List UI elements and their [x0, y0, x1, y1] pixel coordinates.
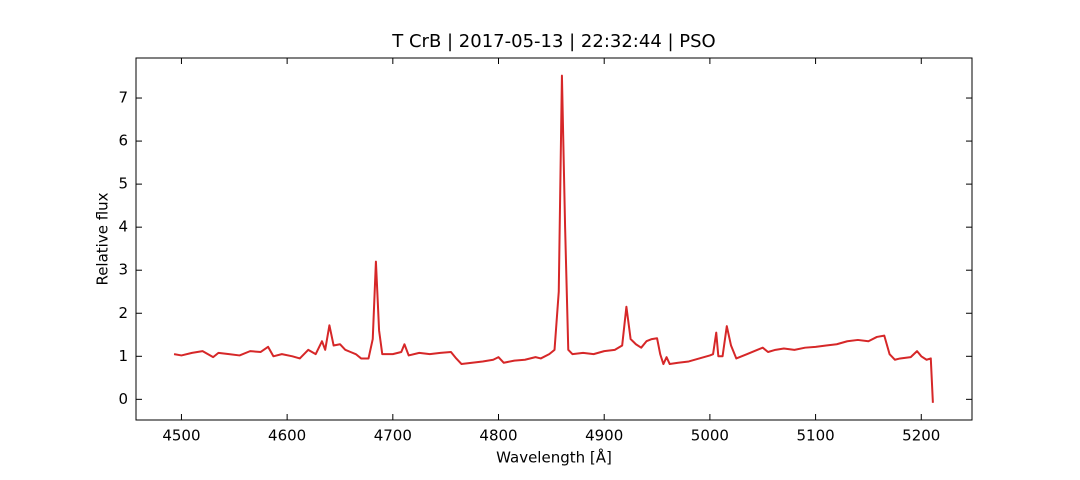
- y-tick-label: 4: [118, 218, 128, 236]
- y-tick-label: 1: [118, 347, 128, 365]
- y-tick-label: 5: [118, 175, 128, 193]
- y-axis-label: Relative flux: [94, 192, 112, 285]
- y-tick-label: 2: [118, 304, 128, 322]
- y-tick-label: 7: [118, 89, 128, 107]
- plot-frame: [135, 57, 973, 421]
- y-tick-label: 6: [118, 132, 128, 150]
- x-tick-label: 4700: [374, 427, 412, 445]
- y-tick-label: 3: [118, 261, 128, 279]
- x-tick-label: 4500: [162, 427, 200, 445]
- x-tick-label: 4900: [585, 427, 623, 445]
- chart-title: T CrB | 2017-05-13 | 22:32:44 | PSO: [391, 31, 715, 52]
- spectrum-line: [173, 74, 934, 403]
- x-tick-label: 5000: [691, 427, 729, 445]
- x-axis-label: Wavelength [Å]: [496, 448, 612, 467]
- x-tick-label: 4800: [479, 427, 517, 445]
- x-tick-label: 5100: [796, 427, 834, 445]
- y-tick-label: 0: [118, 390, 128, 408]
- x-tick-label: 5200: [902, 427, 940, 445]
- x-tick-label: 4600: [268, 427, 306, 445]
